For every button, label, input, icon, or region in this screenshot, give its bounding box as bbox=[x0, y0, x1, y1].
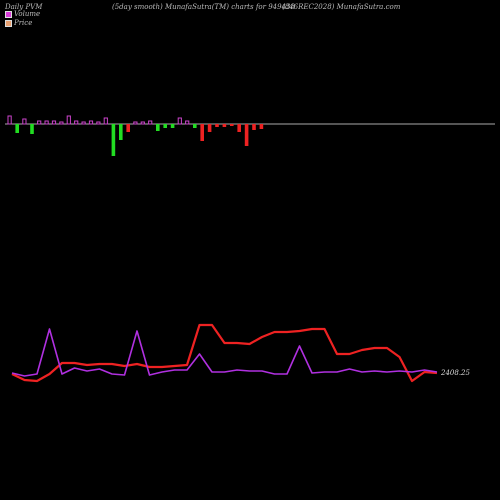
volume-bar bbox=[30, 124, 34, 134]
volume-bar bbox=[140, 121, 145, 125]
volume-bar bbox=[156, 124, 160, 131]
volume-bar bbox=[51, 120, 57, 125]
volume-bar bbox=[244, 124, 249, 146]
volume-bar bbox=[133, 121, 138, 125]
average-line bbox=[11, 328, 438, 377]
volume-bar bbox=[88, 120, 94, 125]
volume-bar bbox=[259, 124, 264, 129]
volume-bar bbox=[193, 124, 197, 128]
volume-bar bbox=[230, 124, 234, 126]
volume-bar bbox=[111, 124, 116, 156]
legend-price-swatch bbox=[5, 19, 12, 27]
legend-volume-swatch bbox=[5, 10, 12, 18]
legend-volume: Volume bbox=[5, 10, 40, 18]
volume-bar bbox=[237, 124, 241, 132]
volume-bar bbox=[200, 124, 204, 141]
volume-bar bbox=[7, 115, 12, 125]
volume-bar bbox=[177, 117, 182, 125]
volume-bar bbox=[15, 124, 19, 133]
volume-bar bbox=[74, 120, 79, 125]
volume-bar bbox=[126, 124, 130, 132]
volume-bar bbox=[96, 121, 101, 125]
volume-bar bbox=[22, 118, 27, 125]
volume-bar bbox=[222, 124, 227, 127]
volume-bar bbox=[185, 120, 190, 125]
volume-bar bbox=[59, 121, 64, 125]
header-center: (5day smooth) MunafaSutra(TM) charts for… bbox=[112, 3, 295, 11]
volume-bar bbox=[103, 117, 108, 125]
volume-bar bbox=[44, 120, 49, 125]
volume-bar bbox=[163, 124, 167, 128]
volume-bar bbox=[119, 124, 123, 140]
volume-bar bbox=[81, 121, 86, 125]
volume-bar bbox=[215, 124, 219, 127]
volume-bar bbox=[252, 124, 256, 130]
volume-bar bbox=[170, 124, 175, 128]
price-line bbox=[11, 323, 438, 383]
legend-price-label: Price bbox=[14, 19, 33, 27]
last-price-label: 2408.25 bbox=[440, 369, 470, 377]
legend-price: Price bbox=[5, 19, 32, 27]
volume-bar bbox=[207, 124, 212, 132]
header-right: (846REC2028) MunafaSutra.com bbox=[282, 3, 401, 11]
volume-bar bbox=[148, 120, 153, 125]
header-left: Daily PVM bbox=[5, 3, 43, 11]
volume-bar bbox=[66, 115, 71, 125]
volume-bar bbox=[37, 120, 42, 125]
legend-volume-label: Volume bbox=[14, 10, 41, 18]
